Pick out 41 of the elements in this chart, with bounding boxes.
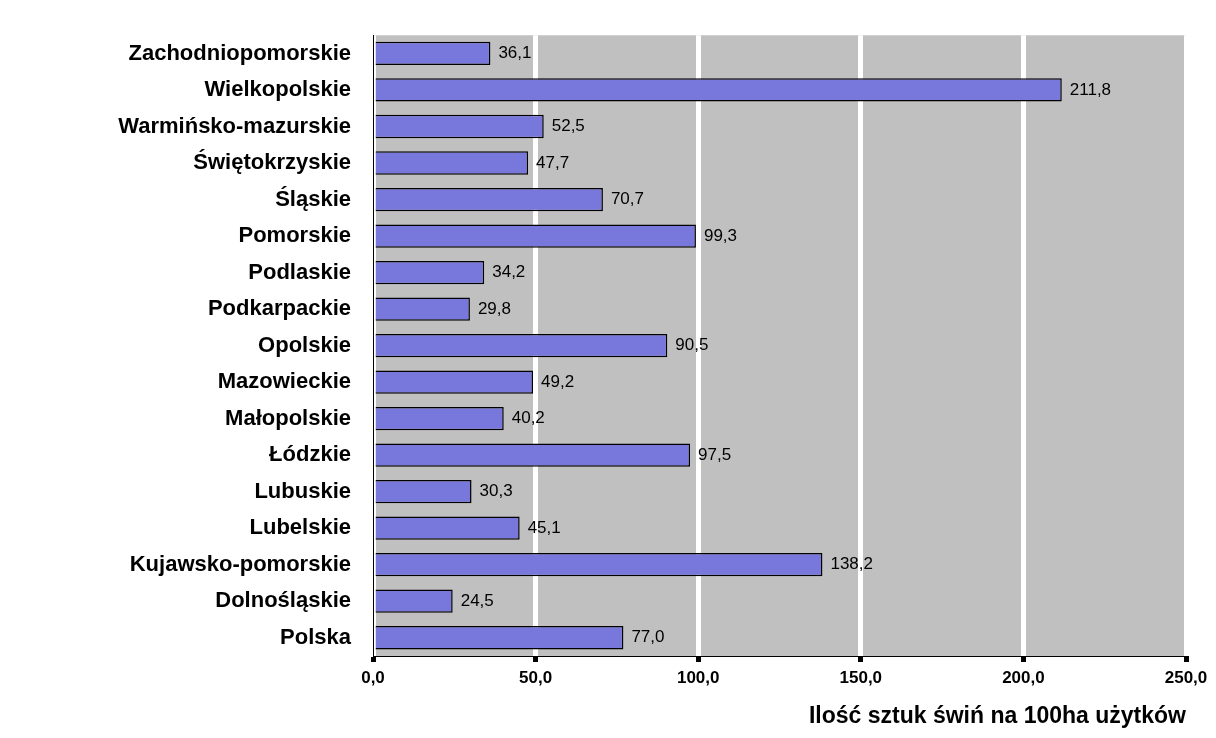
data-label: 138,2 bbox=[830, 554, 873, 574]
data-label: 40,2 bbox=[511, 408, 545, 428]
x-tick-label: 100,0 bbox=[676, 667, 720, 687]
y-tick-label: Łódzkie bbox=[269, 441, 351, 467]
x-axis-title: Ilość sztuk świń na 100ha użytków bbox=[808, 701, 1187, 728]
data-label: 45,1 bbox=[527, 517, 561, 537]
data-label: 29,8 bbox=[477, 298, 511, 318]
x-tick-label: 200,0 bbox=[1002, 667, 1045, 687]
x-tick-label: 50,0 bbox=[519, 667, 553, 687]
x-tick-label: 0,0 bbox=[361, 667, 385, 687]
y-tick-label: Wielkopolskie bbox=[204, 76, 351, 102]
x-tick-label: 250,0 bbox=[1164, 667, 1208, 687]
data-label: 34,2 bbox=[492, 262, 526, 282]
data-label: 99,3 bbox=[703, 225, 738, 245]
y-tick-label: Podlaskie bbox=[248, 258, 351, 284]
data-label: 90,5 bbox=[675, 335, 709, 355]
data-label: 24,5 bbox=[460, 590, 494, 610]
data-label: 30,3 bbox=[479, 481, 513, 501]
y-tick-label: Lubelskie bbox=[249, 514, 351, 540]
y-tick-label: Świętokrzyskie bbox=[193, 149, 351, 175]
y-tick-label: Podkarpackie bbox=[207, 295, 351, 321]
y-tick-label: Opolskie bbox=[258, 331, 351, 357]
y-tick-label: Mazowieckie bbox=[217, 368, 351, 394]
y-tick-label: Warmińsko-mazurskie bbox=[118, 112, 351, 138]
data-label: 77,0 bbox=[631, 627, 665, 647]
data-label: 36,1 bbox=[498, 43, 532, 63]
data-label: 47,7 bbox=[536, 152, 570, 172]
data-label: 49,2 bbox=[541, 371, 575, 391]
y-tick-label: Śląskie bbox=[275, 185, 351, 211]
x-tick-label: 150,0 bbox=[839, 667, 883, 687]
y-tick-label: Zachodniopomorskie bbox=[128, 39, 351, 65]
data-label: 70,7 bbox=[610, 189, 645, 209]
y-tick-label: Pomorskie bbox=[238, 222, 351, 248]
y-tick-label: Polska bbox=[280, 623, 352, 649]
y-tick-label: Kujawsko-pomorskie bbox=[129, 550, 351, 576]
y-tick-label: Lubuskie bbox=[254, 477, 351, 503]
y-tick-label: Małopolskie bbox=[225, 404, 351, 430]
data-label: 97,5 bbox=[698, 444, 732, 464]
data-label: 211,8 bbox=[1069, 79, 1112, 99]
data-label: 52,5 bbox=[551, 116, 585, 136]
y-tick-label: Dolnośląskie bbox=[215, 587, 351, 613]
